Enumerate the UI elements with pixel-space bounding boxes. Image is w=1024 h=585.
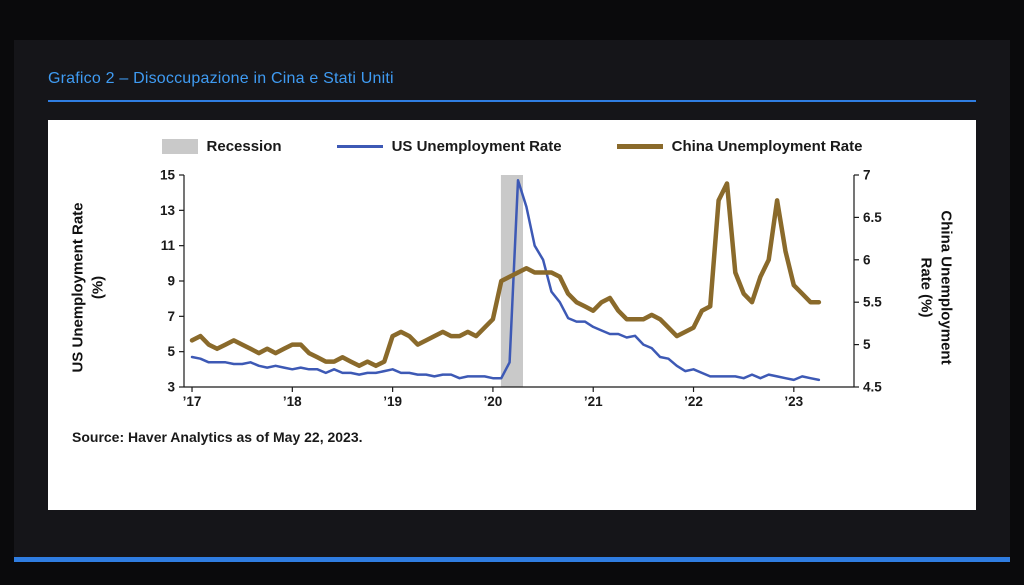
legend-item-us: US Unemployment Rate (336, 138, 562, 155)
right-axis-title-line1: China Unemployment (937, 209, 955, 365)
us-line-swatch (336, 145, 383, 148)
legend-item-recession: Recession (161, 138, 282, 155)
svg-text:4.5: 4.5 (863, 380, 882, 395)
recession-band-swatch (161, 139, 198, 154)
svg-text:5: 5 (167, 344, 175, 359)
svg-text:’23: ’23 (784, 394, 803, 409)
bottom-rule (14, 557, 1010, 562)
china-line-swatch (616, 144, 663, 149)
svg-text:9: 9 (167, 274, 175, 289)
svg-text:6.5: 6.5 (863, 210, 882, 225)
svg-text:5.5: 5.5 (863, 295, 882, 310)
svg-text:’21: ’21 (584, 394, 603, 409)
svg-text:’17: ’17 (183, 394, 202, 409)
legend-item-china: China Unemployment Rate (616, 138, 863, 155)
svg-text:6: 6 (863, 252, 871, 267)
legend-label-recession: Recession (206, 138, 282, 155)
right-axis-title: China Unemployment Rate (%) (896, 161, 976, 413)
svg-text:’18: ’18 (283, 394, 302, 409)
right-axis-title-line2: Rate (%) (918, 256, 935, 317)
svg-text:3: 3 (167, 380, 175, 395)
slide-panel: Grafico 2 – Disoccupazione in Cina e Sta… (14, 40, 1010, 562)
slide-title: Grafico 2 – Disoccupazione in Cina e Sta… (48, 70, 394, 87)
chart-area: US Unemployment Rate (%) 3 5 7 9 11 13 15 4.5 5 5… (48, 161, 976, 413)
left-axis-title-line2: (%) (89, 275, 107, 299)
legend-label-us: US Unemployment Rate (391, 138, 562, 155)
chart-card: Recession US Unemployment Rate China Une… (48, 120, 976, 510)
left-axis-title: US Unemployment Rate (%) (48, 161, 128, 413)
svg-text:’22: ’22 (684, 394, 703, 409)
title-underline (48, 100, 976, 102)
svg-text:11: 11 (161, 238, 176, 253)
svg-text:5: 5 (863, 337, 871, 352)
legend-label-china: China Unemployment Rate (671, 138, 863, 155)
svg-text:7: 7 (167, 309, 175, 324)
svg-text:’19: ’19 (383, 394, 402, 409)
left-axis-title-line1: US Unemployment Rate (69, 201, 87, 373)
chart-legend: Recession US Unemployment Rate China Une… (48, 138, 976, 155)
svg-text:7: 7 (863, 168, 871, 183)
svg-text:15: 15 (160, 168, 176, 183)
svg-text:’20: ’20 (484, 394, 503, 409)
plot-wrap: 3 5 7 9 11 13 15 4.5 5 5.5 6 6.5 7 ’17 ’18 ’19 ’20 ’21 ’22… (128, 161, 896, 413)
svg-text:13: 13 (160, 203, 176, 218)
chart-plot: 3 5 7 9 11 13 15 4.5 5 5.5 6 6.5 7 ’17 ’18 ’19 ’20 ’21 ’22… (160, 168, 882, 410)
source-note: Source: Haver Analytics as of May 22, 20… (72, 429, 363, 445)
